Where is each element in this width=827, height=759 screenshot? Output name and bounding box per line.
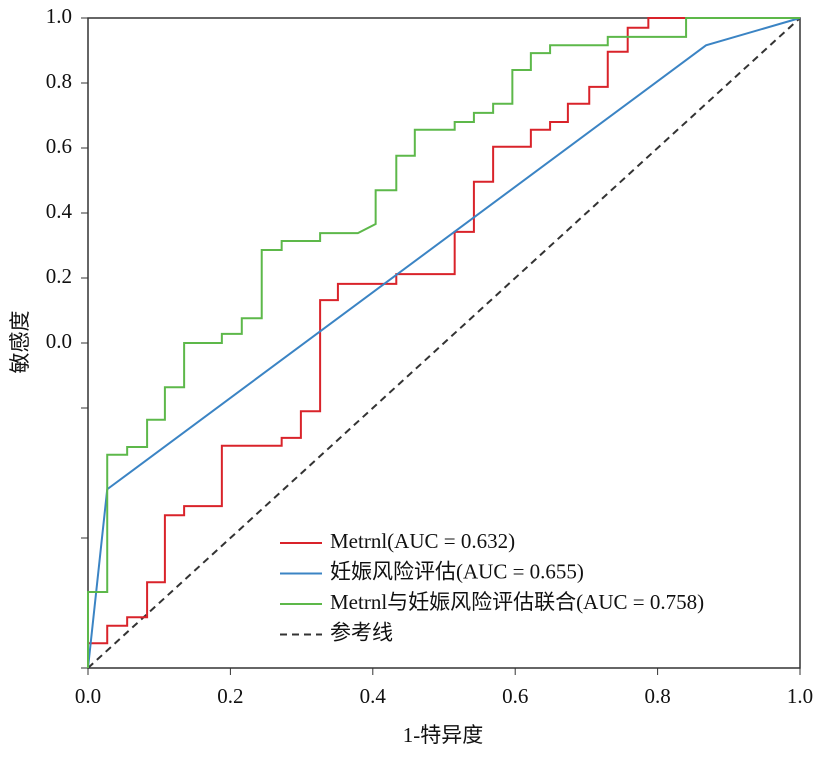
y-axis-label: 敏感度: [8, 311, 32, 374]
y-tick-label: 0.0: [46, 329, 72, 353]
x-tick-label: 0.0: [75, 684, 101, 708]
series-line: [87, 17, 800, 668]
x-tick-label: 0.4: [360, 684, 387, 708]
y-tick-label: 0.6: [46, 134, 72, 158]
legend-label: Metrnl与妊娠风险评估联合(AUC = 0.758): [330, 590, 704, 614]
series-line: [87, 17, 801, 669]
y-tick-label: 0.8: [46, 69, 72, 93]
y-tick-label: 0.2: [46, 264, 72, 288]
x-axis-label: 1-特异度: [403, 723, 484, 747]
x-tick-label: 0.8: [644, 684, 670, 708]
legend-label: Metrnl(AUC = 0.632): [330, 529, 515, 553]
x-tick-label: 0.2: [217, 684, 243, 708]
series-line: [87, 17, 800, 668]
legend-label: 参考线: [330, 620, 393, 644]
x-tick-label: 1.0: [787, 684, 813, 708]
legend-label: 妊娠风险评估(AUC = 0.655): [330, 559, 584, 583]
y-tick-label: 0.4: [46, 199, 73, 223]
x-tick-label: 0.6: [502, 684, 528, 708]
y-tick-label: 1.0: [46, 4, 72, 28]
series-line: [87, 17, 801, 669]
